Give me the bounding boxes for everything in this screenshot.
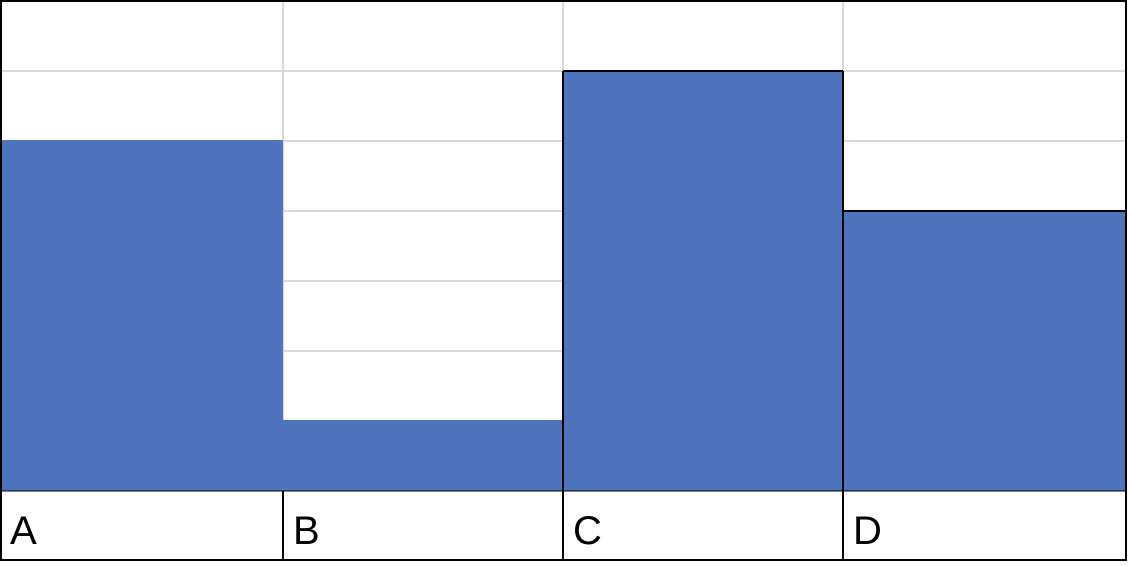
bar-C <box>563 71 843 491</box>
category-label-D: D <box>853 509 882 553</box>
bars <box>0 70 1126 491</box>
bar-D <box>843 211 1126 491</box>
category-label-B: B <box>293 509 320 553</box>
bar-A <box>0 141 283 491</box>
category-label-A: A <box>10 509 37 553</box>
column-separators <box>0 71 1126 561</box>
category-labels: A B C D <box>10 509 882 553</box>
bar-B <box>283 421 563 491</box>
category-label-C: C <box>573 509 602 553</box>
